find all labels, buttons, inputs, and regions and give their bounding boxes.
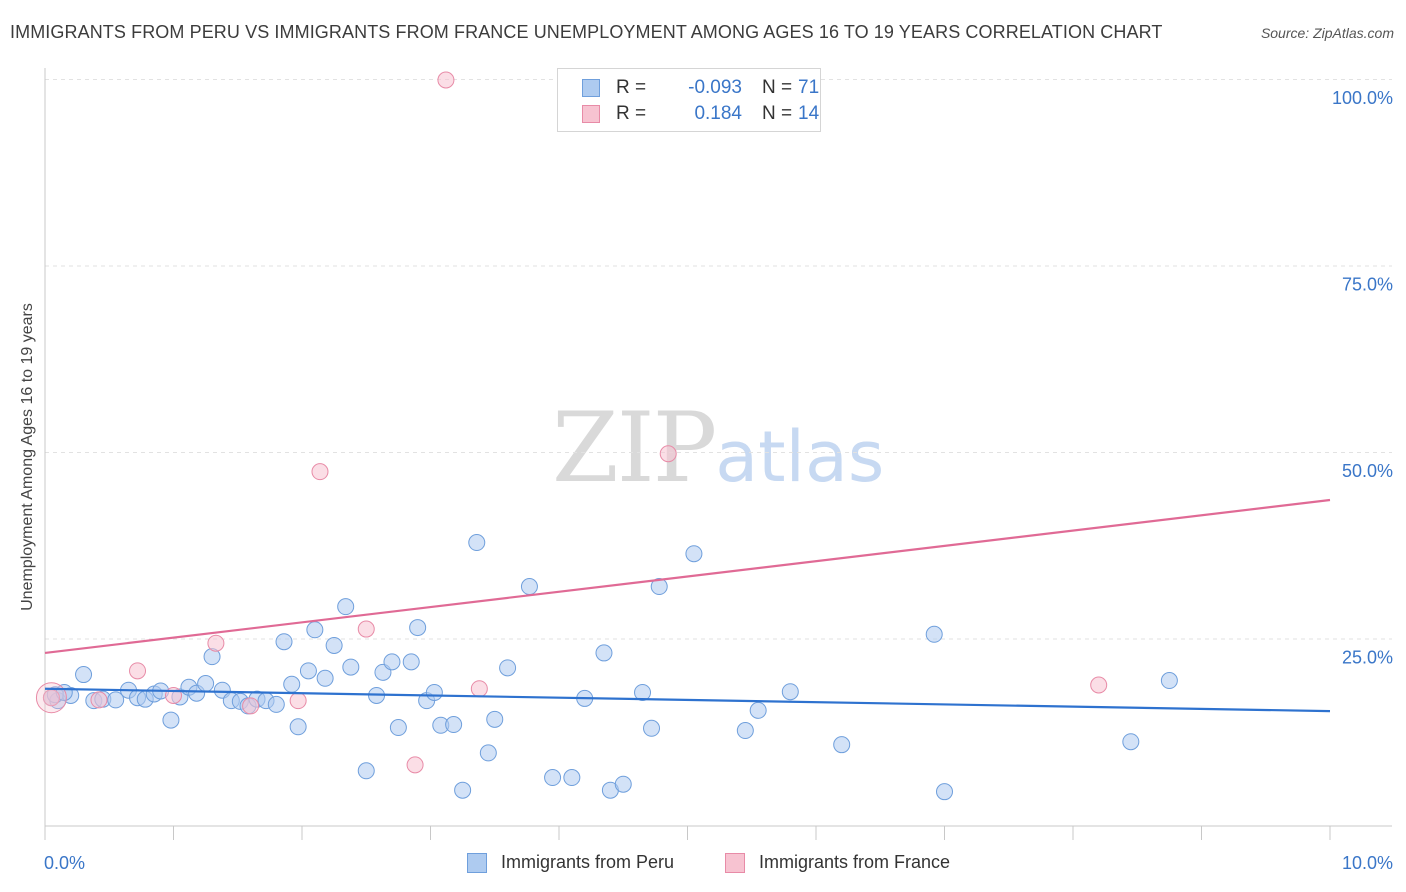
- peru-point: [520, 578, 538, 596]
- peru-point: [357, 762, 375, 780]
- r-label: R =: [616, 103, 647, 124]
- peru-point: [685, 545, 703, 563]
- peru-point: [643, 719, 661, 737]
- peru-point: [425, 683, 443, 701]
- peru-point: [479, 744, 497, 762]
- peru-point: [197, 675, 215, 693]
- france-trend-line: [44, 498, 1331, 655]
- peru-point: [486, 710, 504, 728]
- france-point: [470, 680, 488, 698]
- watermark: ZIPatlas: [552, 400, 884, 496]
- watermark-zip: ZIP: [552, 392, 717, 504]
- france-point: [659, 445, 677, 463]
- france-point: [289, 692, 307, 710]
- peru-swatch: [467, 853, 487, 873]
- peru-point: [75, 666, 93, 684]
- chart-title: IMMIGRANTS FROM PERU VS IMMIGRANTS FROM …: [10, 22, 1163, 42]
- france-point: [437, 71, 455, 89]
- france-point: [207, 634, 225, 652]
- peru-point: [614, 775, 632, 793]
- legend-label-peru: Immigrants from Peru: [501, 852, 675, 872]
- peru-trend-line: [44, 687, 1331, 713]
- peru-point: [544, 769, 562, 787]
- peru-point: [634, 683, 652, 701]
- y-tick-label: 75.0%: [1342, 275, 1393, 295]
- peru-point: [275, 633, 293, 651]
- peru-point: [936, 783, 953, 801]
- peru-point: [337, 598, 355, 616]
- r-label: R =: [616, 77, 647, 98]
- peru-point: [650, 578, 668, 596]
- peru-point: [781, 683, 799, 701]
- peru-point: [563, 769, 581, 787]
- y-tick-label: 50.0%: [1342, 461, 1393, 481]
- r-value: -0.093: [688, 77, 742, 98]
- peru-point: [267, 695, 285, 713]
- france-point: [35, 682, 67, 714]
- n-label: N =: [762, 103, 793, 124]
- peru-point: [306, 621, 324, 639]
- peru-point: [925, 625, 943, 643]
- france-swatch: [725, 853, 745, 873]
- n-value: 71: [798, 77, 820, 98]
- france-point: [311, 463, 329, 481]
- peru-point: [468, 534, 486, 552]
- watermark-atlas: atlas: [715, 416, 885, 498]
- peru-point: [342, 658, 360, 676]
- peru-point: [454, 781, 472, 799]
- r-value: 0.184: [694, 103, 742, 124]
- france-point: [357, 620, 375, 638]
- x-tick-label: 0.0%: [44, 853, 85, 873]
- peru-point: [595, 644, 613, 662]
- peru-point: [383, 653, 401, 671]
- france-swatch: [582, 105, 600, 123]
- peru-point: [499, 659, 517, 677]
- peru-point: [1160, 672, 1178, 690]
- france-point: [90, 691, 108, 709]
- france-point: [242, 697, 260, 715]
- peru-point: [325, 636, 343, 654]
- correlation-legend: R = -0.093 N = 71 R = 0.184 N = 14: [557, 68, 821, 132]
- peru-point: [445, 716, 463, 734]
- peru-point: [833, 736, 851, 754]
- peru-point: [389, 719, 407, 737]
- n-value: 14: [798, 103, 820, 124]
- y-axis-label: Unemployment Among Ages 16 to 19 years: [19, 303, 36, 611]
- peru-point: [749, 701, 767, 719]
- source-label: Source: ZipAtlas.com: [1260, 25, 1394, 41]
- peru-point: [162, 711, 180, 729]
- peru-point: [409, 619, 427, 637]
- peru-point: [283, 675, 301, 693]
- france-point: [1090, 676, 1108, 694]
- peru-point: [736, 722, 754, 740]
- france-point: [406, 756, 424, 774]
- x-tick-label: 10.0%: [1342, 853, 1393, 873]
- peru-swatch: [582, 79, 600, 97]
- peru-point: [316, 669, 334, 687]
- peru-point: [402, 653, 420, 671]
- peru-point: [289, 718, 307, 736]
- france-point: [129, 662, 147, 680]
- y-tick-label: 25.0%: [1342, 648, 1393, 668]
- y-tick-label: 100.0%: [1332, 88, 1393, 108]
- peru-point: [1122, 733, 1140, 751]
- series-legend: Immigrants from Peru Immigrants from Fra…: [0, 851, 1406, 877]
- peru-point: [107, 691, 125, 709]
- n-label: N =: [762, 77, 793, 98]
- legend-label-france: Immigrants from France: [759, 852, 951, 872]
- peru-point: [299, 662, 317, 680]
